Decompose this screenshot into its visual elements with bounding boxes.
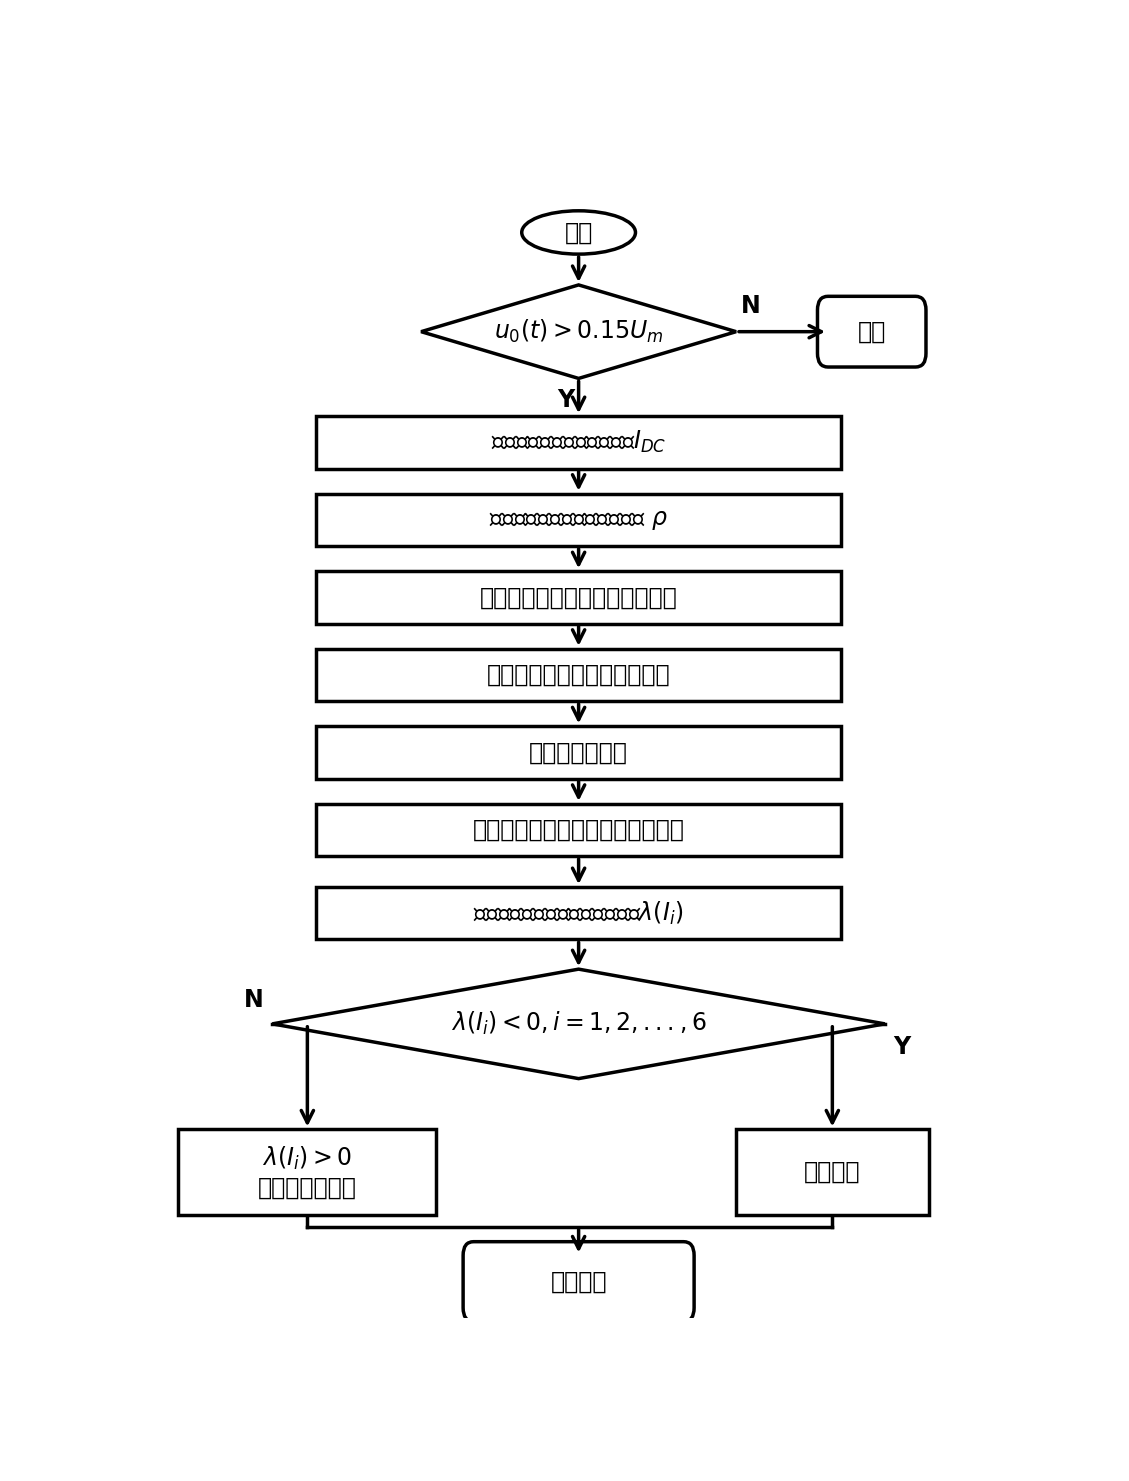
Bar bbox=[316, 416, 841, 468]
Text: 根据故障合闸角确定确定故障权重: 根据故障合闸角确定确定故障权重 bbox=[473, 818, 684, 843]
Polygon shape bbox=[421, 284, 736, 379]
Bar bbox=[736, 1130, 929, 1214]
Ellipse shape bbox=[522, 210, 636, 255]
Bar bbox=[316, 804, 841, 856]
Bar bbox=[178, 1130, 437, 1214]
Text: 显示结果: 显示结果 bbox=[550, 1269, 607, 1293]
Bar bbox=[316, 887, 841, 939]
Text: 返回: 返回 bbox=[858, 320, 886, 344]
Text: $\lambda(I_i)<0,i=1,2,...,6$: $\lambda(I_i)<0,i=1,2,...,6$ bbox=[450, 1010, 707, 1038]
Text: N: N bbox=[741, 295, 760, 318]
Polygon shape bbox=[272, 969, 885, 1078]
Bar bbox=[316, 726, 841, 779]
Bar bbox=[316, 572, 841, 624]
Bar bbox=[316, 493, 841, 546]
Text: Y: Y bbox=[894, 1035, 911, 1059]
Text: $u_0(t)>0.15U_m$: $u_0(t)>0.15U_m$ bbox=[493, 318, 664, 345]
Text: 开始: 开始 bbox=[564, 221, 593, 244]
Text: 求取各馈线的衰减直流分量$I_{DC}$: 求取各馈线的衰减直流分量$I_{DC}$ bbox=[491, 429, 666, 455]
Text: N: N bbox=[244, 988, 264, 1013]
FancyBboxPatch shape bbox=[463, 1241, 694, 1321]
Text: 母线故障: 母线故障 bbox=[804, 1160, 860, 1185]
Text: Y: Y bbox=[557, 388, 575, 412]
Text: 计算待定故障线路的关联置信度$\lambda(I_i)$: 计算待定故障线路的关联置信度$\lambda(I_i)$ bbox=[473, 899, 684, 927]
Text: 确定单相接地故障的物元三要素: 确定单相接地故障的物元三要素 bbox=[480, 585, 677, 609]
Bar bbox=[316, 649, 841, 701]
Text: 求取小波包分解综合相关系数 $\rho$: 求取小波包分解综合相关系数 $\rho$ bbox=[489, 508, 668, 532]
Text: 计算关联函数值: 计算关联函数值 bbox=[530, 740, 628, 764]
FancyBboxPatch shape bbox=[817, 296, 926, 367]
Text: $\lambda(I_i)>0$
对应的线路故障: $\lambda(I_i)>0$ 对应的线路故障 bbox=[257, 1145, 357, 1200]
Text: 确定单相接地故障的物元模型: 确定单相接地故障的物元模型 bbox=[487, 663, 671, 687]
